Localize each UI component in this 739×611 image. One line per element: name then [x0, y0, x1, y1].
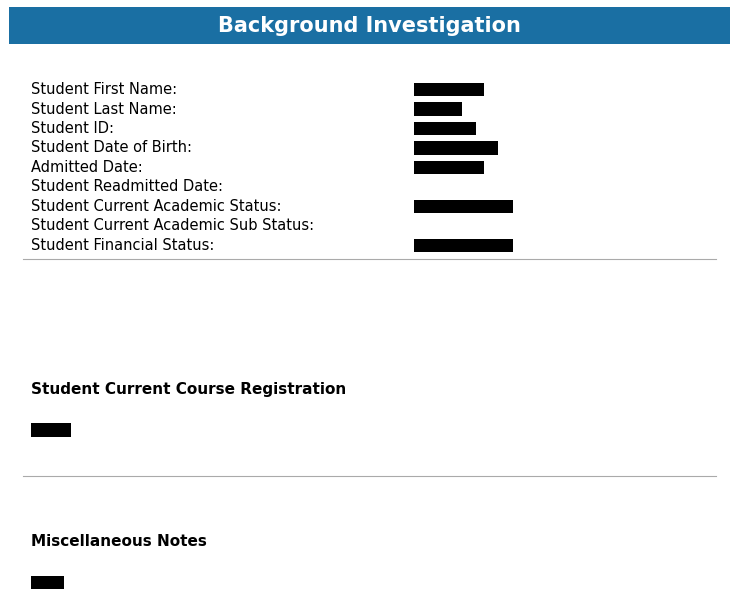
- Text: Student First Name:: Student First Name:: [31, 82, 177, 97]
- FancyBboxPatch shape: [414, 200, 513, 213]
- FancyBboxPatch shape: [31, 576, 64, 589]
- FancyBboxPatch shape: [414, 161, 483, 174]
- FancyBboxPatch shape: [414, 239, 513, 252]
- FancyBboxPatch shape: [414, 122, 476, 135]
- Text: Student Current Course Registration: Student Current Course Registration: [31, 382, 346, 397]
- FancyBboxPatch shape: [9, 7, 730, 44]
- Text: Background Investigation: Background Investigation: [218, 16, 521, 35]
- Text: Student Current Academic Sub Status:: Student Current Academic Sub Status:: [31, 218, 314, 233]
- Text: Student Current Academic Status:: Student Current Academic Status:: [31, 199, 282, 214]
- Text: Student Financial Status:: Student Financial Status:: [31, 238, 214, 253]
- Text: Student Date of Birth:: Student Date of Birth:: [31, 141, 192, 155]
- Text: Student Last Name:: Student Last Name:: [31, 101, 177, 117]
- FancyBboxPatch shape: [414, 141, 498, 155]
- FancyBboxPatch shape: [414, 103, 462, 115]
- FancyBboxPatch shape: [414, 83, 483, 97]
- Text: Admitted Date:: Admitted Date:: [31, 160, 143, 175]
- Text: Student Readmitted Date:: Student Readmitted Date:: [31, 180, 223, 194]
- Text: Student ID:: Student ID:: [31, 121, 114, 136]
- Text: Miscellaneous Notes: Miscellaneous Notes: [31, 534, 207, 549]
- FancyBboxPatch shape: [31, 423, 72, 437]
